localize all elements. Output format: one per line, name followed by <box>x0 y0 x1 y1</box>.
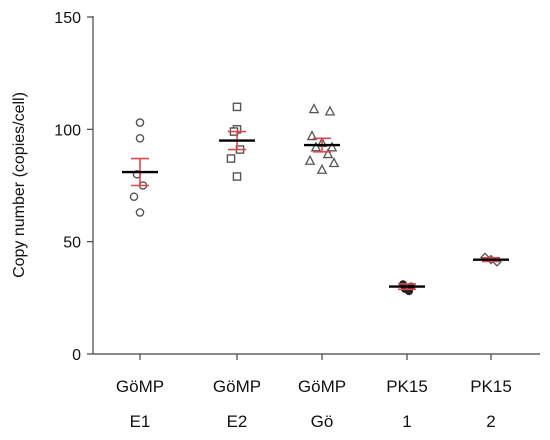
x-tick-label: Gö <box>311 412 334 431</box>
x-tick-label: 1 <box>402 412 411 431</box>
data-point <box>135 208 145 217</box>
y-tick-label: 150 <box>54 10 81 27</box>
x-tick-label: 2 <box>486 412 495 431</box>
x-tick-label: PK15 <box>386 377 428 396</box>
data-point <box>129 192 139 202</box>
data-point <box>304 154 316 165</box>
y-tick-label: 0 <box>72 347 81 364</box>
group-3 <box>389 280 425 296</box>
y-axis-title: Copy number (copies/cell) <box>11 92 28 278</box>
y-tick-label: 100 <box>54 122 81 139</box>
axes <box>92 16 540 355</box>
x-tick-label: GöMP <box>213 377 261 396</box>
data-point <box>226 154 236 163</box>
data-point <box>324 105 336 116</box>
data-groups <box>122 102 509 296</box>
x-tick-label: E1 <box>130 412 151 431</box>
data-point <box>308 103 320 114</box>
data-point <box>310 141 322 152</box>
group-4 <box>473 252 509 267</box>
y-ticks: 0 50 100 150 <box>54 10 93 364</box>
data-point <box>135 118 145 127</box>
data-point <box>316 163 328 174</box>
group-2 <box>304 103 340 174</box>
data-point <box>326 141 338 152</box>
x-tick-label: E2 <box>227 412 248 431</box>
x-ticks: GöMP E1 GöMP E2 GöMP Gö PK15 1 PK15 2 <box>116 354 512 431</box>
x-tick-label: GöMP <box>116 377 164 396</box>
x-tick-label: PK15 <box>470 377 512 396</box>
data-point <box>232 102 242 112</box>
data-point <box>322 148 334 159</box>
x-tick-label: GöMP <box>298 377 346 396</box>
data-point <box>135 134 145 143</box>
data-point <box>232 172 242 181</box>
data-point <box>328 157 340 168</box>
group-1 <box>219 102 255 181</box>
group-0 <box>122 118 158 217</box>
y-tick-label: 50 <box>63 235 81 252</box>
